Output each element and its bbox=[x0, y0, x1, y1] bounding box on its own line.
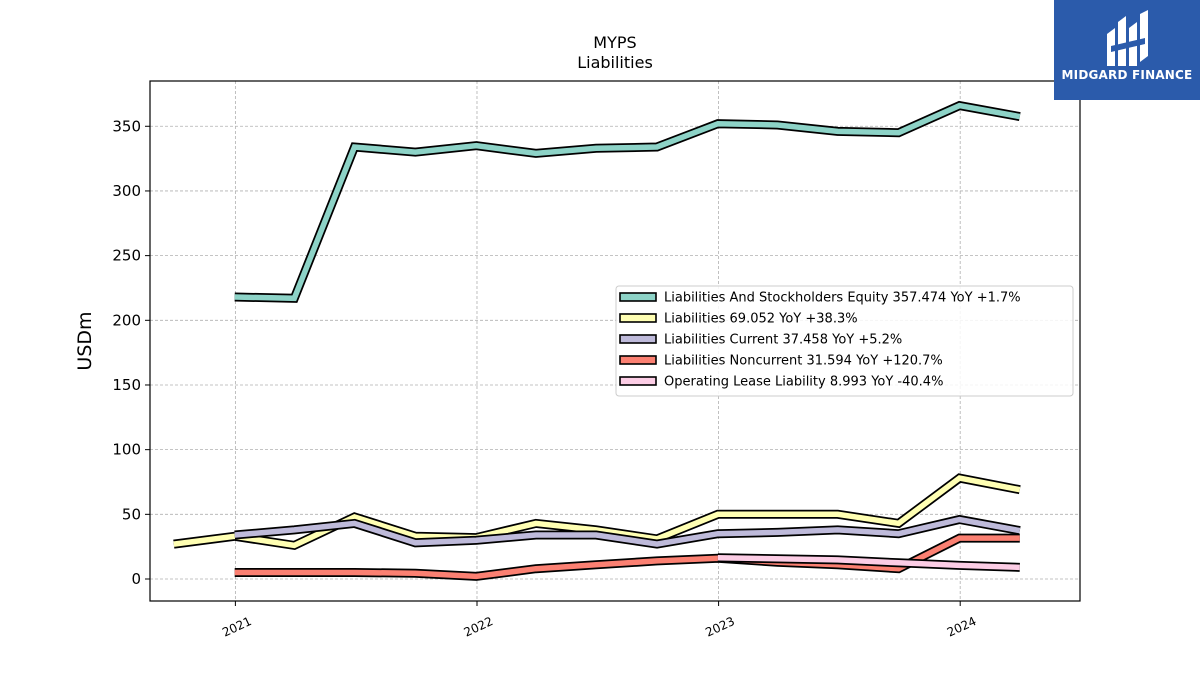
legend-swatch bbox=[619, 334, 657, 344]
series-liabilities bbox=[173, 473, 1021, 551]
legend-swatch bbox=[619, 313, 657, 323]
logo-text: MIDGARD FINANCE bbox=[1061, 68, 1193, 82]
x-tick-label: 2021 bbox=[220, 614, 254, 640]
legend-label: Liabilities And Stockholders Equity 357.… bbox=[664, 291, 1021, 306]
y-tick-label: 0 bbox=[131, 570, 141, 588]
legend-label: Liabilities 69.052 YoY +38.3% bbox=[664, 312, 858, 327]
legend-label: Liabilities Noncurrent 31.594 YoY +120.7… bbox=[664, 354, 943, 369]
y-tick-label: 100 bbox=[112, 441, 141, 459]
y-tick-label: 50 bbox=[122, 505, 141, 523]
legend-swatch bbox=[619, 376, 657, 386]
y-tick-label: 350 bbox=[112, 117, 141, 135]
series-line bbox=[234, 102, 1021, 302]
series-line bbox=[717, 554, 1020, 571]
legend-swatch bbox=[619, 355, 657, 365]
x-tick-label: 2022 bbox=[462, 614, 496, 640]
series-line bbox=[234, 516, 1021, 547]
x-axis: 2021 2022 2023 2024 bbox=[220, 601, 978, 640]
series-liabilities-and-stockholders-equity bbox=[234, 100, 1021, 303]
y-axis-label: USDm bbox=[74, 311, 96, 370]
chart-subtitle: Liabilities bbox=[577, 53, 653, 72]
y-tick-label: 150 bbox=[112, 376, 141, 394]
series-line-outline bbox=[234, 100, 1021, 303]
legend-label: Operating Lease Liability 8.993 YoY -40.… bbox=[664, 375, 943, 390]
legend: Liabilities And Stockholders Equity 357.… bbox=[615, 285, 1074, 397]
logo-mark-icon bbox=[1107, 10, 1148, 66]
series-group bbox=[173, 100, 1021, 581]
series-liabilities-current bbox=[234, 514, 1021, 549]
y-tick-label: 200 bbox=[112, 311, 141, 329]
y-tick-label: 300 bbox=[112, 182, 141, 200]
series-liabilities-noncurrent bbox=[234, 533, 1020, 581]
series-line bbox=[173, 475, 1021, 549]
x-tick-label: 2023 bbox=[703, 614, 737, 640]
brand-logo: MIDGARD FINANCE bbox=[1054, 0, 1200, 100]
legend-swatch bbox=[619, 292, 657, 302]
chart-title: MYPS bbox=[593, 33, 636, 52]
y-axis: 0 50 100 150 200 250 300 350 bbox=[112, 117, 150, 588]
plot-frame bbox=[149, 80, 1081, 602]
y-tick-label: 250 bbox=[112, 247, 141, 265]
x-tick-label: 2024 bbox=[945, 614, 979, 640]
legend-label: Liabilities Current 37.458 YoY +5.2% bbox=[664, 333, 902, 348]
legend-box bbox=[615, 285, 1074, 397]
series-line bbox=[234, 535, 1020, 580]
series-operating-lease-liability bbox=[717, 553, 1020, 572]
